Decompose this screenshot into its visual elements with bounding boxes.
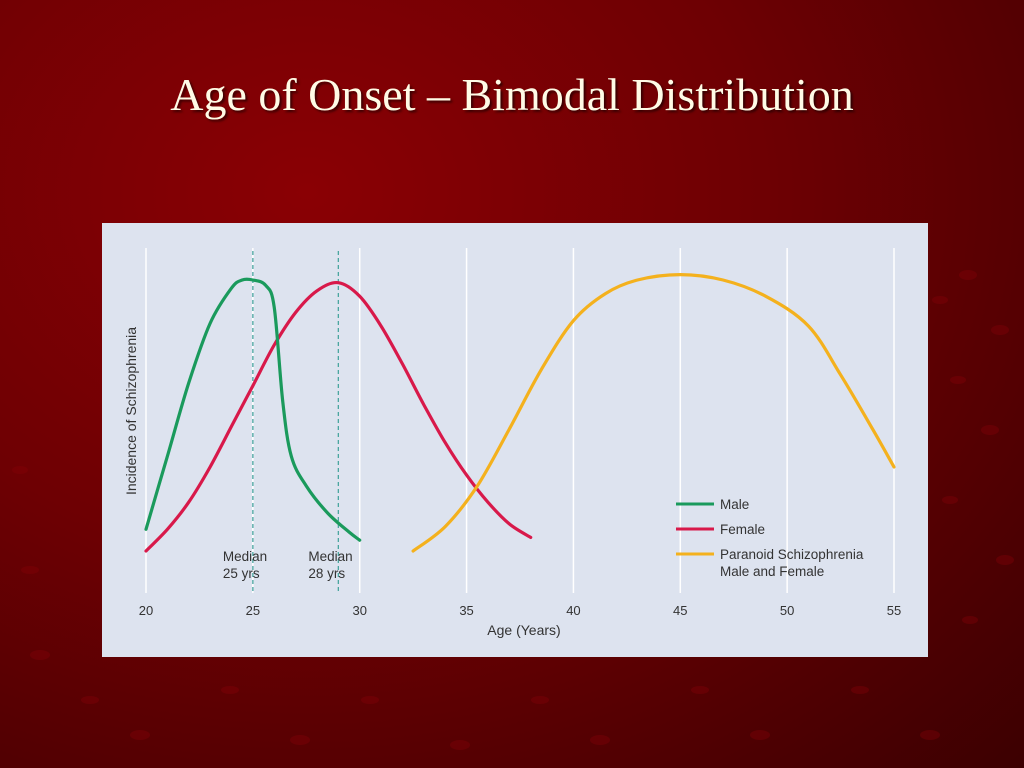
median-label-2-line-2: 28 yrs [308, 566, 345, 581]
x-tick-label-50: 50 [780, 603, 794, 618]
legend-label-male: Male [720, 497, 749, 512]
y-axis-title: Incidence of Schizophrenia [123, 327, 139, 495]
x-tick-label-45: 45 [673, 603, 687, 618]
legend: Male Female Paranoid Schizophrenia Male and… [676, 497, 864, 579]
x-tick-label-20: 20 [139, 603, 153, 618]
median-lines: Median 25 yrs Median 28 yrs [223, 251, 353, 593]
x-tick-label-35: 35 [459, 603, 473, 618]
legend-label-paranoid-schizophrenia-male-and-female-line-1: Paranoid Schizophrenia [720, 547, 864, 562]
legend-label-paranoid-schizophrenia-male-and-female-line-2: Male and Female [720, 564, 824, 579]
x-tick-label-30: 30 [352, 603, 366, 618]
x-tick-label-25: 25 [246, 603, 260, 618]
median-label-1-line-1: Median [223, 549, 267, 564]
series-line-male [144, 277, 362, 542]
series-line-female [144, 280, 533, 553]
x-tick-label-55: 55 [887, 603, 901, 618]
series-lines [144, 273, 896, 553]
median-label-2-line-1: Median [308, 549, 352, 564]
series-line-paranoid-schizophrenia-male-and-female [411, 273, 896, 553]
x-tick-label-40: 40 [566, 603, 580, 618]
chart-panel: Median 25 yrs Median 28 yrs 20 25 30 35 40 45 50 5… [102, 223, 928, 657]
legend-label-female: Female [720, 522, 765, 537]
x-axis-title: Age (Years) [487, 622, 560, 638]
x-tick-labels: 20 25 30 35 40 45 50 55 [139, 603, 901, 618]
median-label-1-line-2: 25 yrs [223, 566, 260, 581]
grid-lines [145, 248, 895, 593]
age-of-onset-chart: Median 25 yrs Median 28 yrs 20 25 30 35 40 45 50 5… [123, 248, 901, 638]
slide-title: Age of Onset – Bimodal Distribution [170, 69, 854, 120]
